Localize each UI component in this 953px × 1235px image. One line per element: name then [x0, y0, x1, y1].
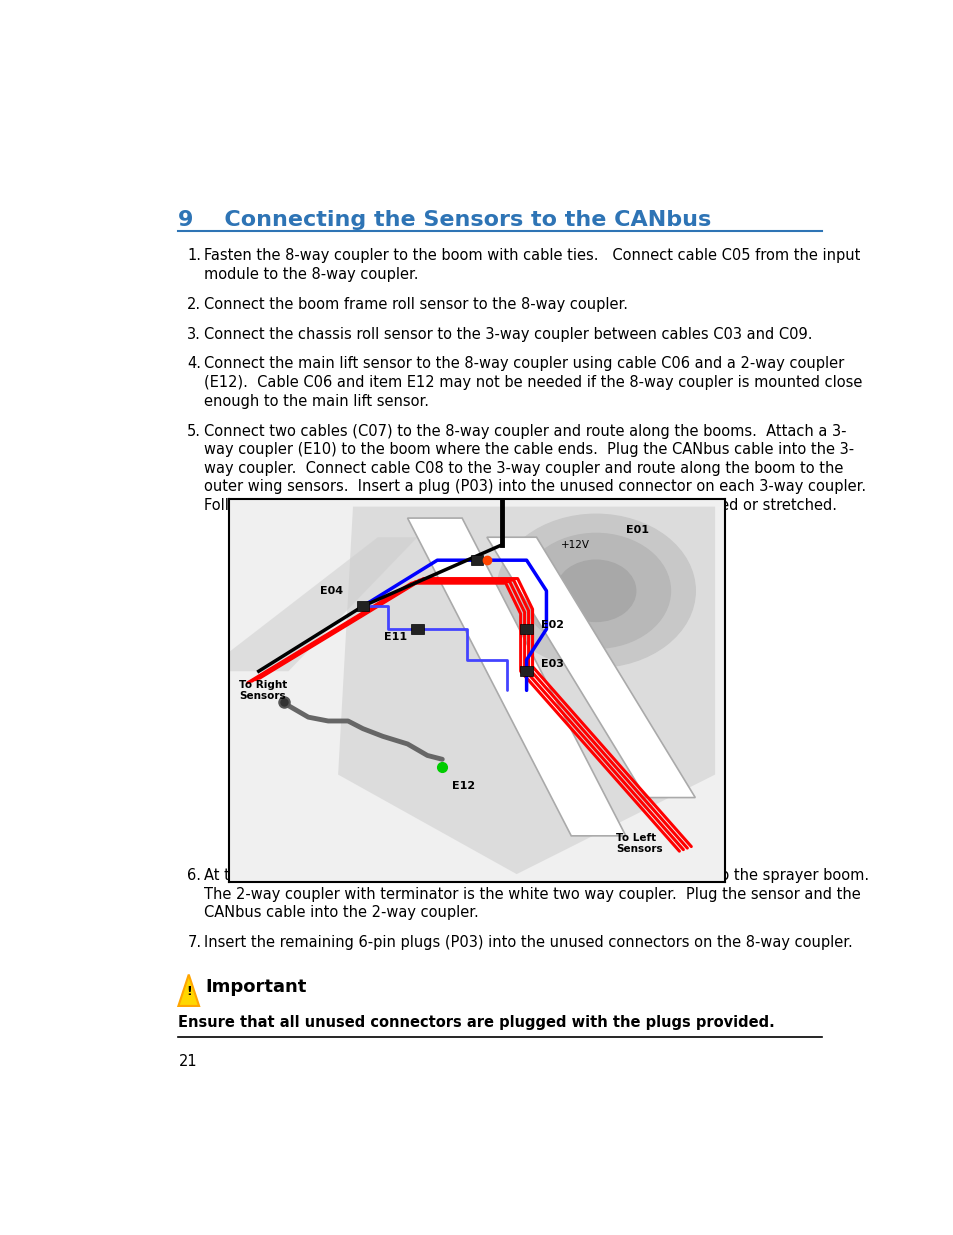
Text: Connect the chassis roll sensor to the 3-way coupler between cables C03 and C09.: Connect the chassis roll sensor to the 3… — [204, 326, 812, 342]
Text: 21: 21 — [178, 1053, 197, 1068]
Text: module to the 8-way coupler.: module to the 8-way coupler. — [204, 267, 418, 282]
Polygon shape — [407, 519, 625, 836]
Text: Connect the main lift sensor to the 8-way coupler using cable C06 and a 2-way co: Connect the main lift sensor to the 8-wa… — [204, 357, 843, 372]
Text: E03: E03 — [541, 658, 564, 668]
Polygon shape — [229, 537, 417, 672]
Bar — [520, 667, 533, 676]
Polygon shape — [178, 974, 199, 1007]
Text: Insert the remaining 6-pin plugs (P03) into the unused connectors on the 8-way c: Insert the remaining 6-pin plugs (P03) i… — [204, 935, 852, 950]
Text: outer wing sensors.  Insert a plug (P03) into the unused connector on each 3-way: outer wing sensors. Insert a plug (P03) … — [204, 479, 865, 494]
Text: 3.: 3. — [187, 326, 201, 342]
Text: 5.: 5. — [187, 424, 201, 438]
Text: Figure 21:  UC5 Module Locations and Cable Connections: Figure 21: UC5 Module Locations and Cabl… — [253, 845, 724, 860]
Text: Connect the boom frame roll sensor to the 8-way coupler.: Connect the boom frame roll sensor to th… — [204, 296, 628, 311]
Text: 4.: 4. — [187, 357, 201, 372]
Circle shape — [521, 534, 670, 648]
Bar — [520, 625, 533, 634]
Text: CANbus cable into the 2-way coupler.: CANbus cable into the 2-way coupler. — [204, 905, 478, 920]
Text: E01: E01 — [625, 525, 648, 535]
Text: E02: E02 — [541, 620, 564, 630]
Text: To Right
Sensors: To Right Sensors — [238, 679, 287, 701]
Text: E11: E11 — [384, 632, 407, 642]
Text: 9    Connecting the Sensors to the CANbus: 9 Connecting the Sensors to the CANbus — [178, 210, 711, 230]
Text: 2.: 2. — [187, 296, 201, 311]
Text: 7.: 7. — [187, 935, 201, 950]
Text: !: ! — [186, 986, 192, 998]
Text: Ensure that all unused connectors are plugged with the plugs provided.: Ensure that all unused connectors are pl… — [178, 1015, 775, 1030]
Polygon shape — [486, 537, 695, 798]
Text: (E12).  Cable C06 and item E12 may not be needed if the 8-way coupler is mounted: (E12). Cable C06 and item E12 may not be… — [204, 375, 862, 390]
Text: Follow existing cables and hoses to be sure the cable will not be pinched or str: Follow existing cables and hoses to be s… — [204, 498, 837, 513]
Bar — [356, 601, 369, 611]
Circle shape — [556, 561, 635, 621]
Text: way coupler.  Connect cable C08 to the 3-way coupler and route along the boom to: way coupler. Connect cable C08 to the 3-… — [204, 461, 842, 475]
Text: 1.: 1. — [187, 248, 201, 263]
Text: To Left
Sensors: To Left Sensors — [616, 832, 661, 855]
Bar — [411, 625, 423, 634]
Text: Fasten the 8-way coupler to the boom with cable ties.   Connect cable C05 from t: Fasten the 8-way coupler to the boom wit… — [204, 248, 860, 263]
Text: 6.: 6. — [187, 868, 201, 883]
Text: way coupler (E10) to the boom where the cable ends.  Plug the CANbus cable into : way coupler (E10) to the boom where the … — [204, 442, 854, 457]
Text: The 2-way coupler with terminator is the white two way coupler.  Plug the sensor: The 2-way coupler with terminator is the… — [204, 887, 861, 902]
Circle shape — [497, 514, 695, 667]
Text: E04: E04 — [319, 585, 343, 595]
Text: Connect two cables (C07) to the 8-way coupler and route along the booms.  Attach: Connect two cables (C07) to the 8-way co… — [204, 424, 846, 438]
Text: E12: E12 — [452, 781, 475, 792]
Text: enough to the main lift sensor.: enough to the main lift sensor. — [204, 394, 429, 409]
Text: At the sensor brackets, attach a 2-way coupler with terminator (E20) to the spra: At the sensor brackets, attach a 2-way c… — [204, 868, 868, 883]
Polygon shape — [337, 506, 715, 874]
Text: Important: Important — [205, 978, 306, 997]
Bar — [471, 556, 482, 564]
Text: +12V: +12V — [560, 540, 590, 550]
